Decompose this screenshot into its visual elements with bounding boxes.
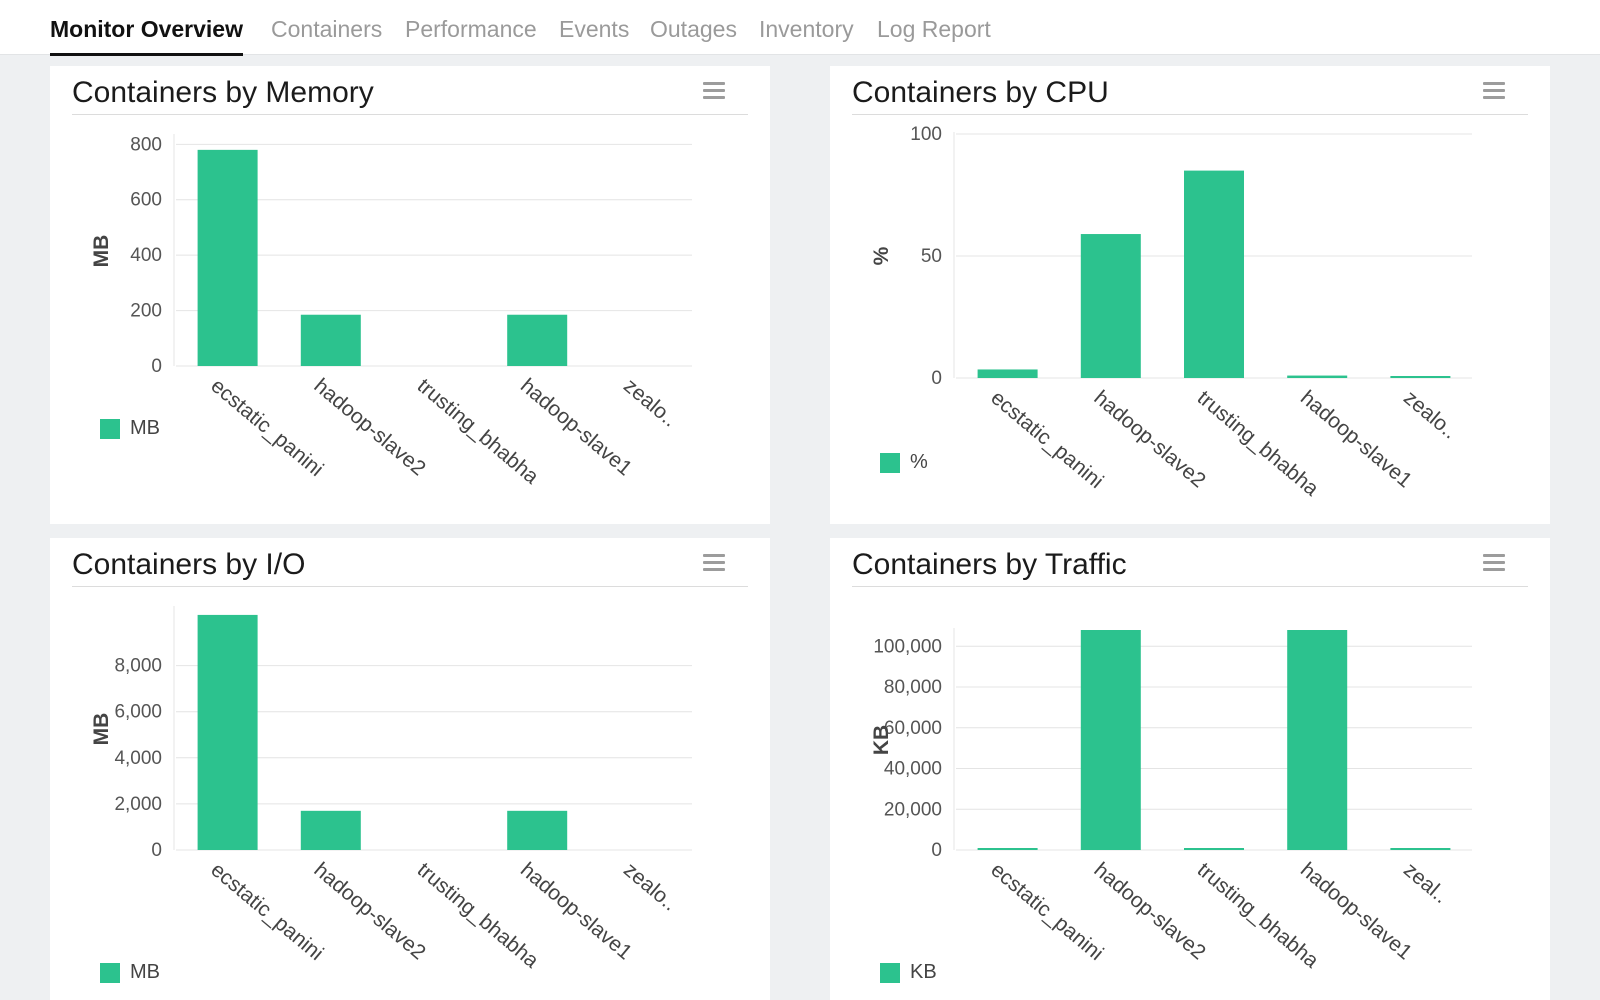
chart-legend[interactable]: KB xyxy=(880,961,937,984)
hamburger-menu-icon[interactable] xyxy=(1483,554,1505,572)
y-tick-label: 4,000 xyxy=(114,748,162,769)
hamburger-menu-icon[interactable] xyxy=(703,554,725,572)
memory-bar-chart: 0 200 400 600 800 MB ecstatic_paninihadoop-sla… xyxy=(90,134,692,489)
y-tick-label: 2,000 xyxy=(114,794,162,815)
bar[interactable] xyxy=(300,810,361,850)
cpu-bar-chart: 050100%ecstatic_paninihadoop-slave2trust… xyxy=(870,124,1472,501)
tab-outages[interactable]: Outages xyxy=(650,16,737,42)
tab-log-report[interactable]: Log Report xyxy=(877,16,991,42)
x-category-label: hadoop-slave2 xyxy=(310,858,430,964)
legend-swatch xyxy=(880,962,900,983)
chart-legend[interactable]: MB xyxy=(100,961,160,984)
bar[interactable] xyxy=(1390,848,1451,850)
bar[interactable] xyxy=(507,810,568,850)
x-category-label: hadoop-slave2 xyxy=(310,374,430,480)
legend-label: % xyxy=(910,451,928,473)
x-category-label: zealo.. xyxy=(1399,386,1461,443)
x-category-label: ecstatic_panini xyxy=(206,374,327,481)
y-tick-label: 50 xyxy=(921,246,942,267)
x-category-label: ecstatic_panini xyxy=(206,858,327,965)
y-tick-label: 0 xyxy=(931,840,942,861)
bar[interactable] xyxy=(1184,170,1244,378)
y-tick-label: 20,000 xyxy=(884,799,942,820)
x-category-label: ecstatic_panini xyxy=(986,386,1107,493)
panel-divider xyxy=(852,586,1528,587)
y-tick-label: 0 xyxy=(151,356,162,377)
x-category-label: zealo.. xyxy=(619,374,681,431)
bar[interactable] xyxy=(1287,630,1348,850)
y-tick-label: 40,000 xyxy=(884,759,942,780)
bar[interactable] xyxy=(1184,848,1244,850)
hamburger-menu-icon[interactable] xyxy=(703,82,725,100)
bar[interactable] xyxy=(1080,630,1141,850)
x-category-label: ecstatic_panini xyxy=(986,858,1107,965)
tab-performance[interactable]: Performance xyxy=(405,16,537,42)
bar[interactable] xyxy=(300,314,361,366)
bar[interactable] xyxy=(1080,234,1141,378)
x-category-label: hadoop-slave2 xyxy=(1090,858,1210,964)
legend-swatch xyxy=(100,962,120,983)
y-tick-label: 8,000 xyxy=(114,656,162,677)
x-category-label: hadoop-slave2 xyxy=(1090,386,1210,492)
bar[interactable] xyxy=(197,614,258,850)
x-category-label: zealo.. xyxy=(619,858,681,915)
panel-title: Containers by I/O xyxy=(72,548,306,581)
tab-inventory[interactable]: Inventory xyxy=(759,16,854,42)
y-axis-label: % xyxy=(870,246,893,265)
hamburger-menu-icon[interactable] xyxy=(1483,82,1505,100)
legend-label: MB xyxy=(130,417,160,439)
y-axis-label: MB xyxy=(90,713,113,746)
legend-label: MB xyxy=(130,961,160,983)
bar[interactable] xyxy=(977,848,1038,850)
bar[interactable] xyxy=(977,369,1038,378)
memory-chart-panel: Containers by Memory 0 200 400 600 800 MB ecst… xyxy=(50,66,770,524)
x-category-label: zeal.. xyxy=(1399,858,1452,908)
chart-legend[interactable]: MB xyxy=(100,417,160,440)
panel-divider xyxy=(852,114,1528,115)
y-tick-label: 200 xyxy=(130,301,162,322)
traffic-chart-panel: Containers by Traffic 0 20,000 40,000 60,00… xyxy=(830,538,1550,1000)
bar[interactable] xyxy=(1390,376,1451,378)
panel-divider xyxy=(72,586,748,587)
y-tick-label: 0 xyxy=(151,840,162,861)
panel-title: Containers by Memory xyxy=(72,76,374,109)
top-nav-tabs: Monitor Overview Containers Performance … xyxy=(0,0,1600,56)
y-tick-label: 100 xyxy=(910,124,942,145)
y-tick-label: 6,000 xyxy=(114,702,162,723)
panel-divider xyxy=(72,114,748,115)
y-tick-label: 80,000 xyxy=(884,677,942,698)
tab-monitor-overview[interactable]: Monitor Overview xyxy=(50,16,243,56)
tab-events[interactable]: Events xyxy=(559,16,630,42)
io-bar-chart: 0 2,000 4,000 6,000 8,000 MB ecstatic_paniniha… xyxy=(90,606,692,973)
tab-containers[interactable]: Containers xyxy=(271,16,383,42)
legend-swatch xyxy=(880,452,900,473)
traffic-bar-chart: 0 20,000 40,000 60,000 80,000 100,000 KB ecstat… xyxy=(870,628,1472,973)
legend-swatch xyxy=(100,418,120,439)
bar[interactable] xyxy=(507,314,568,366)
panel-title: Containers by Traffic xyxy=(852,548,1127,581)
bar[interactable] xyxy=(1287,375,1348,378)
y-tick-label: 800 xyxy=(130,134,162,155)
y-tick-label: 0 xyxy=(931,368,942,389)
bar[interactable] xyxy=(197,149,258,366)
y-tick-label: 600 xyxy=(130,190,162,211)
io-chart-panel: Containers by I/O 0 2,000 4,000 6,000 8,000 M… xyxy=(50,538,770,1000)
legend-label: KB xyxy=(910,961,937,983)
y-axis-label: KB xyxy=(870,725,893,755)
cpu-chart-panel: Containers by CPU 0 50 100% ecstatic_panini… xyxy=(830,66,1550,524)
y-tick-label: 100,000 xyxy=(873,636,942,657)
panel-title: Containers by CPU xyxy=(852,76,1109,109)
y-tick-label: 60,000 xyxy=(884,718,942,739)
y-axis-label: MB xyxy=(90,235,113,268)
chart-legend[interactable]: % xyxy=(880,451,928,474)
y-tick-label: 400 xyxy=(130,245,162,266)
